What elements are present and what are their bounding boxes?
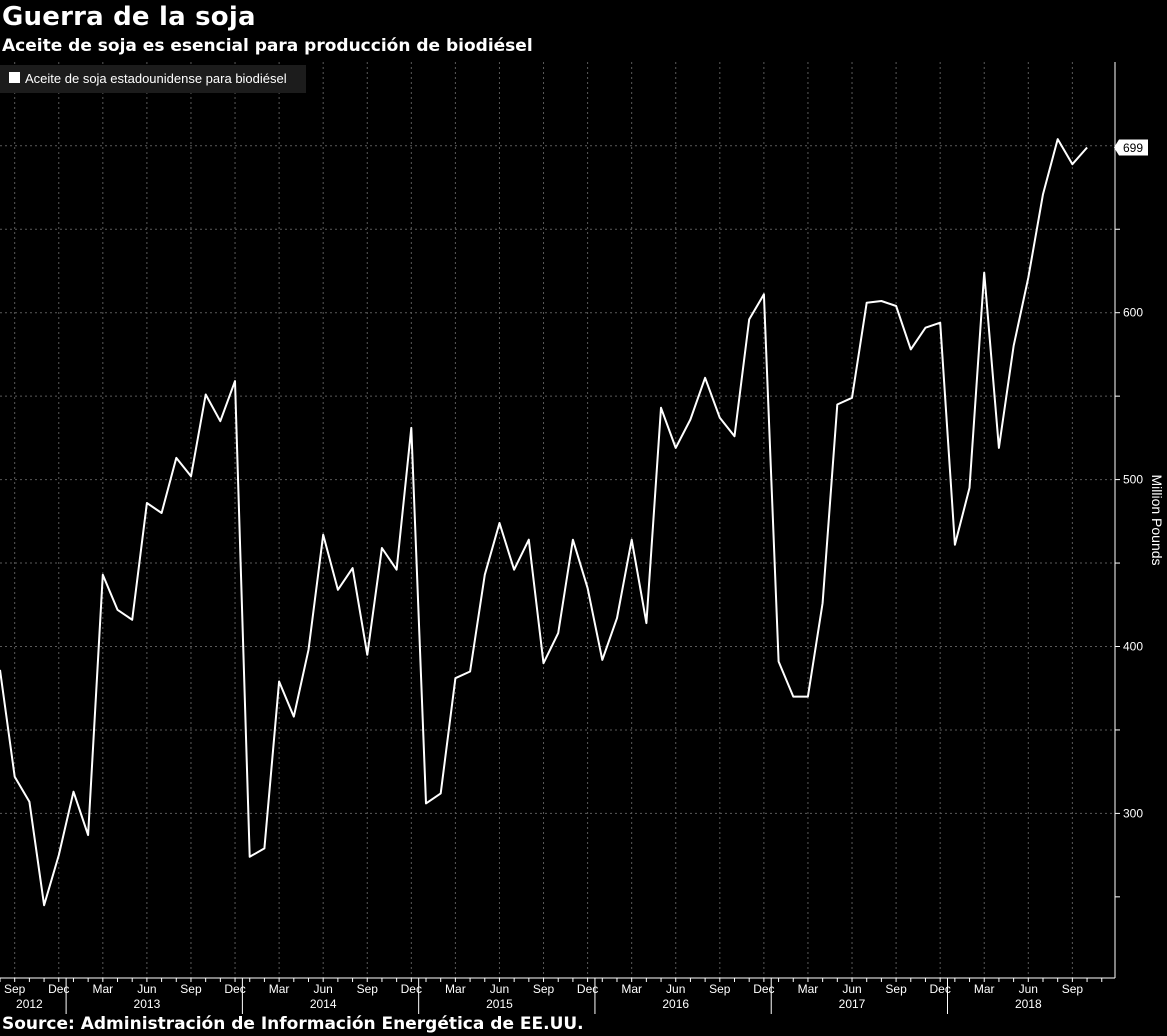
x-tick-label: Jun — [842, 982, 861, 996]
chart-title: Guerra de la soja — [2, 2, 256, 32]
last-value-callout: 699 — [1114, 139, 1148, 156]
x-tick-label: Dec — [929, 982, 950, 996]
y-axis-label: Million Pounds — [1149, 474, 1165, 565]
grid-layer — [0, 62, 1115, 978]
y-tick-label: 500 — [1123, 473, 1143, 487]
x-year-label: 2013 — [134, 997, 161, 1011]
x-year-label: 2012 — [16, 997, 43, 1011]
x-tick-label: Sep — [709, 982, 731, 996]
x-tick-label: Mar — [445, 982, 466, 996]
y-tick-label: 400 — [1123, 640, 1143, 654]
x-year-label: 2017 — [839, 997, 866, 1011]
x-tick-label: Sep — [1062, 982, 1084, 996]
x-tick-label: Dec — [577, 982, 598, 996]
x-tick-label: Mar — [974, 982, 995, 996]
legend-background — [0, 65, 306, 93]
x-year-label: 2014 — [310, 997, 337, 1011]
x-tick-label: Sep — [357, 982, 379, 996]
x-year-label: 2018 — [1015, 997, 1042, 1011]
x-tick-label: Jun — [666, 982, 685, 996]
x-tick-label: Dec — [48, 982, 69, 996]
x-tick-label: Mar — [621, 982, 642, 996]
y-tick-label: 600 — [1123, 306, 1143, 320]
x-tick-label: Sep — [885, 982, 907, 996]
x-tick-label: Dec — [401, 982, 422, 996]
x-tick-label: Mar — [798, 982, 819, 996]
x-tick-label: Jun — [314, 982, 333, 996]
x-tick-label: Mar — [92, 982, 113, 996]
x-tick-label: Dec — [224, 982, 245, 996]
x-year-label: 2016 — [662, 997, 689, 1011]
source-note: Source: Administración de Información En… — [2, 1014, 584, 1034]
x-tick-label: Jun — [1019, 982, 1038, 996]
chart-subtitle: Aceite de soja es esencial para producci… — [2, 36, 533, 56]
x-tick-label: Sep — [533, 982, 555, 996]
x-tick-label: Dec — [753, 982, 774, 996]
series-line — [0, 138, 1088, 907]
x-tick-label: Sep — [180, 982, 202, 996]
legend-label: Aceite de soja estadounidense para biodi… — [25, 71, 287, 86]
y-tick-label: 300 — [1123, 806, 1143, 820]
last-value-box — [1114, 139, 1148, 156]
x-year-label: 2015 — [486, 997, 513, 1011]
x-tick-label: Mar — [269, 982, 290, 996]
legend-swatch — [9, 72, 20, 83]
x-tick-label: Sep — [4, 982, 26, 996]
series-layer: 699 — [0, 138, 1148, 907]
x-tick-label: Jun — [137, 982, 156, 996]
x-tick-label: Jun — [490, 982, 509, 996]
axis-layer: 300 400 500 600 Million Pounds Sep Dec Mar Jun Se… — [0, 62, 1165, 1014]
last-value-label: 699 — [1123, 141, 1143, 155]
legend: Aceite de soja estadounidense para biodi… — [0, 65, 306, 93]
